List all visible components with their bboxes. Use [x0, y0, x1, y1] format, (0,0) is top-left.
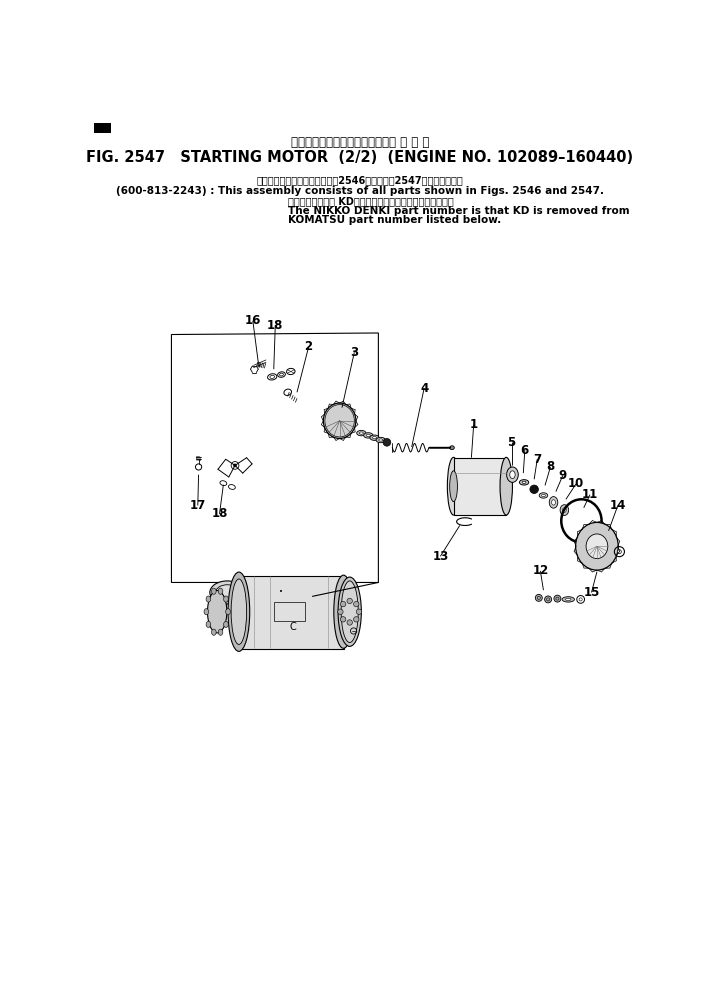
Bar: [239, 576, 343, 649]
Ellipse shape: [340, 616, 346, 622]
Ellipse shape: [500, 457, 512, 515]
Text: このアセンブリの構成部品は第2546図および第2547図を含みます。: このアセンブリの構成部品は第2546図および第2547図を含みます。: [256, 175, 463, 185]
Circle shape: [579, 598, 582, 601]
Text: スターティング　モータ　　　適 用 号 機: スターティング モータ 適 用 号 機: [291, 136, 429, 149]
Text: 16: 16: [244, 314, 261, 327]
Ellipse shape: [510, 471, 515, 479]
Text: 2: 2: [305, 340, 312, 354]
Circle shape: [536, 595, 542, 602]
Text: 8: 8: [546, 461, 555, 474]
Ellipse shape: [370, 435, 379, 440]
Bar: [274, 603, 305, 621]
Text: 1: 1: [470, 418, 478, 431]
Text: 18: 18: [211, 507, 227, 520]
Ellipse shape: [357, 430, 366, 436]
Ellipse shape: [340, 602, 346, 606]
Ellipse shape: [324, 403, 356, 438]
Text: 17: 17: [190, 498, 206, 512]
Text: KOMATSU part number listed below.: KOMATSU part number listed below.: [288, 215, 501, 225]
Text: 6: 6: [521, 444, 529, 457]
Ellipse shape: [218, 629, 223, 635]
Text: 12: 12: [532, 565, 548, 578]
Ellipse shape: [373, 437, 376, 439]
Bar: [453, 458, 506, 515]
Circle shape: [545, 596, 552, 603]
Bar: [94, 123, 111, 133]
Text: 18: 18: [267, 319, 284, 332]
Text: (600-813-2243) : This assembly consists of all parts shown in Figs. 2546 and 254: (600-813-2243) : This assembly consists …: [116, 185, 604, 195]
Circle shape: [530, 485, 538, 494]
Circle shape: [554, 596, 561, 603]
Ellipse shape: [231, 579, 246, 644]
Ellipse shape: [522, 482, 526, 484]
Text: 15: 15: [583, 586, 600, 599]
Ellipse shape: [204, 608, 208, 614]
Text: 13: 13: [432, 550, 449, 563]
Text: 4: 4: [420, 382, 428, 395]
Ellipse shape: [376, 437, 385, 443]
Ellipse shape: [364, 433, 373, 438]
Ellipse shape: [347, 619, 352, 625]
Ellipse shape: [228, 572, 250, 651]
Ellipse shape: [450, 471, 458, 501]
Ellipse shape: [519, 480, 529, 485]
Ellipse shape: [507, 467, 518, 483]
Ellipse shape: [347, 599, 352, 604]
Ellipse shape: [359, 432, 363, 434]
Text: The NIKKO DENKI part number is that KD is removed from: The NIKKO DENKI part number is that KD i…: [288, 205, 629, 216]
Ellipse shape: [366, 434, 370, 437]
Ellipse shape: [566, 599, 571, 601]
Ellipse shape: [206, 596, 211, 603]
Ellipse shape: [549, 496, 558, 508]
Ellipse shape: [447, 457, 460, 515]
Ellipse shape: [229, 575, 249, 648]
Ellipse shape: [224, 596, 228, 603]
Text: 5: 5: [508, 436, 516, 449]
Ellipse shape: [562, 597, 574, 603]
Ellipse shape: [338, 609, 343, 614]
Circle shape: [234, 464, 237, 467]
Text: C: C: [290, 622, 296, 632]
Text: 3: 3: [350, 346, 359, 359]
Circle shape: [618, 550, 621, 554]
Ellipse shape: [379, 439, 383, 441]
Ellipse shape: [357, 609, 362, 614]
Ellipse shape: [576, 522, 618, 570]
Ellipse shape: [560, 504, 569, 515]
Text: •: •: [279, 590, 284, 596]
Ellipse shape: [334, 575, 353, 648]
Ellipse shape: [206, 621, 211, 627]
Text: 11: 11: [582, 489, 598, 501]
Circle shape: [383, 438, 391, 446]
Ellipse shape: [224, 621, 228, 627]
Text: 品番のメーカ記号 KDを抜いたものが日興電機の品番です。: 品番のメーカ記号 KDを抜いたものが日興電機の品番です。: [288, 196, 453, 206]
Ellipse shape: [586, 534, 608, 559]
Ellipse shape: [338, 577, 362, 646]
Ellipse shape: [552, 499, 555, 505]
Ellipse shape: [541, 495, 545, 496]
Text: 14: 14: [609, 498, 626, 512]
Ellipse shape: [562, 507, 567, 512]
Ellipse shape: [210, 581, 245, 605]
Text: FIG. 2547   STARTING MOTOR  (2/2)  (ENGINE NO. 102089–160440): FIG. 2547 STARTING MOTOR (2/2) (ENGINE N…: [86, 150, 633, 165]
Text: 7: 7: [534, 453, 541, 466]
Ellipse shape: [354, 602, 359, 606]
Ellipse shape: [354, 616, 359, 622]
Ellipse shape: [450, 446, 454, 450]
Text: 9: 9: [559, 469, 567, 482]
Ellipse shape: [208, 591, 227, 633]
Ellipse shape: [341, 581, 358, 642]
Ellipse shape: [226, 608, 230, 614]
Ellipse shape: [539, 493, 548, 498]
Text: 10: 10: [568, 478, 584, 491]
Ellipse shape: [216, 585, 239, 601]
Ellipse shape: [211, 588, 216, 595]
Ellipse shape: [218, 588, 223, 595]
Ellipse shape: [211, 629, 216, 635]
